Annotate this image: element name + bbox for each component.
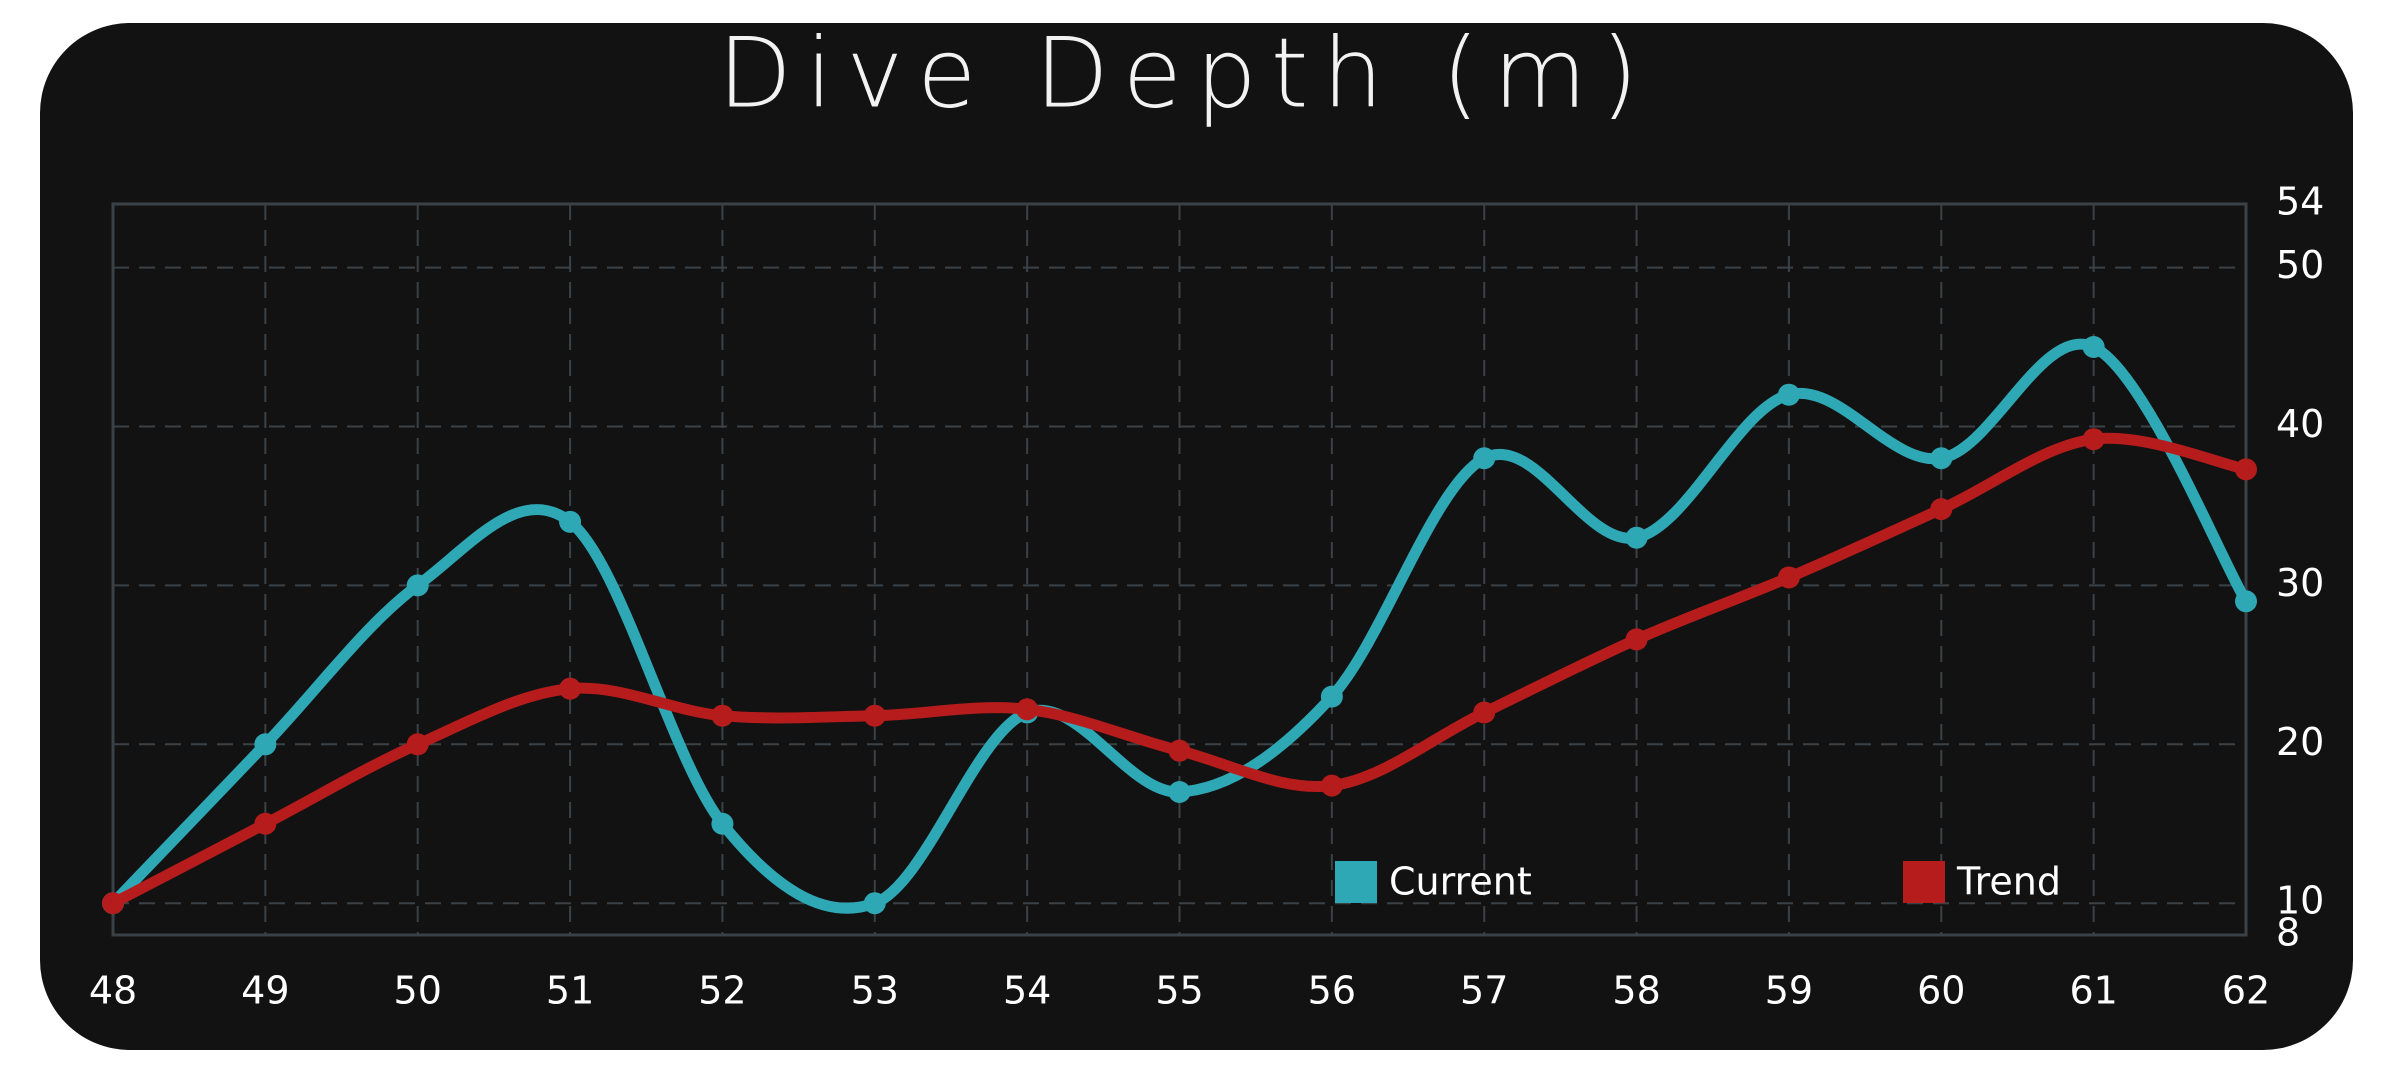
data-point: [2082, 336, 2105, 359]
y-tick-label: 54: [2276, 180, 2324, 224]
data-point: [559, 510, 582, 533]
card: [40, 23, 2353, 1050]
data-point: [863, 704, 886, 727]
data-point: [2235, 458, 2257, 481]
data-point: [711, 704, 734, 727]
data-point: [406, 574, 429, 597]
x-tick-label: 57: [1460, 969, 1508, 1013]
x-tick-label: 52: [698, 969, 746, 1013]
data-point: [254, 733, 277, 756]
x-tick-label: 59: [1765, 969, 1813, 1013]
data-point: [1625, 526, 1648, 549]
chart-title: Dive Depth (m): [718, 17, 1652, 129]
data-point: [1930, 498, 1953, 521]
legend-label: Current: [1389, 860, 1532, 904]
y-tick-label: 8: [2276, 911, 2300, 955]
x-tick-label: 48: [89, 969, 137, 1013]
data-point: [1930, 447, 1953, 470]
data-point: [2235, 590, 2257, 613]
legend-swatch: [1335, 861, 1377, 903]
data-point: [1473, 447, 1496, 470]
x-tick-label: 53: [851, 969, 899, 1013]
x-tick-label: 54: [1003, 969, 1051, 1013]
legend-label: Trend: [1956, 860, 2061, 904]
x-tick-label: 61: [2069, 969, 2117, 1013]
y-tick-label: 50: [2276, 243, 2324, 287]
x-tick-label: 60: [1917, 969, 1965, 1013]
x-tick-label: 55: [1155, 969, 1203, 1013]
x-tick-label: 58: [1612, 969, 1660, 1013]
y-tick-label: 10: [2276, 879, 2324, 923]
data-point: [1168, 780, 1191, 803]
legend-swatch: [1903, 861, 1945, 903]
data-point: [254, 812, 277, 835]
data-point: [1320, 774, 1343, 797]
x-tick-label: 51: [546, 969, 594, 1013]
data-point: [559, 677, 582, 700]
data-point: [1777, 383, 1800, 406]
data-point: [863, 892, 886, 915]
data-point: [1777, 566, 1800, 589]
data-point: [1320, 685, 1343, 708]
data-point: [711, 812, 734, 835]
data-point: [1473, 701, 1496, 724]
x-tick-label: 50: [394, 969, 442, 1013]
data-point: [1168, 739, 1191, 762]
y-tick-label: 40: [2276, 402, 2324, 446]
data-point: [102, 892, 124, 915]
data-point: [1016, 698, 1039, 721]
data-point: [2082, 428, 2105, 451]
x-tick-label: 56: [1308, 969, 1356, 1013]
x-tick-label: 49: [241, 969, 289, 1013]
y-tick-label: 30: [2276, 561, 2324, 605]
data-point: [1625, 628, 1648, 651]
x-tick-label: 62: [2222, 969, 2270, 1013]
data-point: [406, 733, 429, 756]
y-tick-label: 20: [2276, 720, 2324, 764]
